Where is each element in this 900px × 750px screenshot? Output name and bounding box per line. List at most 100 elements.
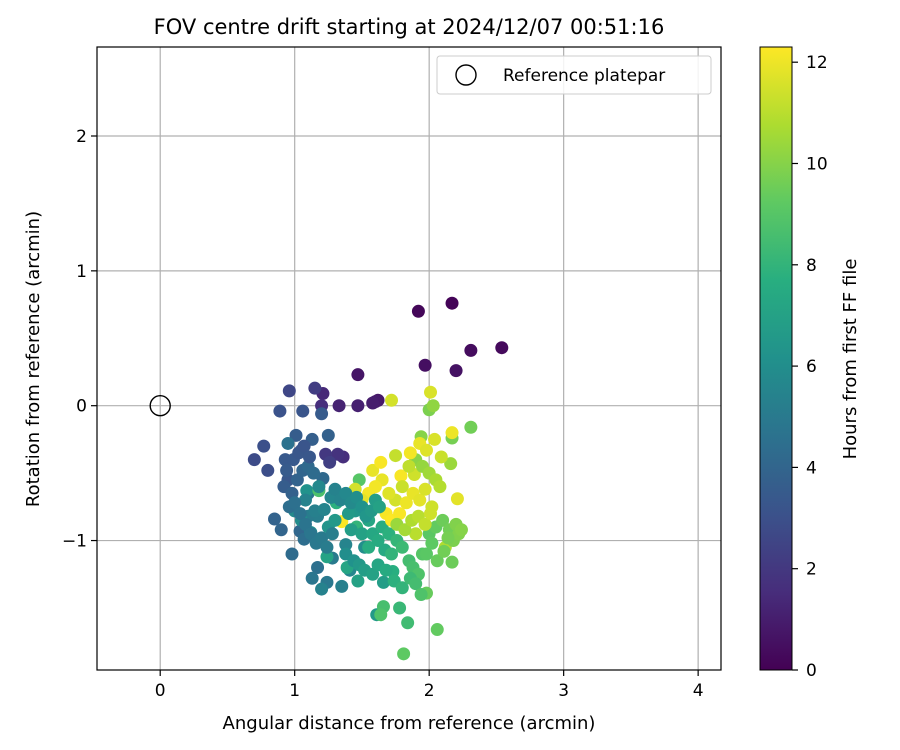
scatter-point <box>444 457 458 471</box>
scatter-point <box>382 486 396 500</box>
scatter-point <box>399 496 413 510</box>
scatter-point <box>320 540 334 554</box>
colorbar-tick-label: 12 <box>806 53 828 73</box>
scatter-point <box>335 579 349 593</box>
scatter-point <box>290 473 304 487</box>
scatter-point <box>296 404 310 418</box>
scatter-point <box>418 482 432 496</box>
scatter-point <box>379 563 393 577</box>
scatter-point <box>419 443 433 457</box>
scatter-point <box>395 540 409 554</box>
scatter-point <box>257 439 271 453</box>
chart-title: FOV centre drift starting at 2024/12/07 … <box>154 15 665 39</box>
grid <box>97 47 721 670</box>
scatter-point <box>389 449 403 463</box>
reference-platepar-marker <box>149 394 171 417</box>
scatter-point <box>425 536 439 550</box>
colorbar: 0 2 4 6 8 10 12 Hours from first FF file <box>759 46 861 681</box>
scatter-point <box>395 480 409 494</box>
scatter-point <box>426 399 440 413</box>
scatter-point <box>393 601 407 615</box>
scatter-point <box>344 523 358 537</box>
scatter-point <box>495 341 509 355</box>
scatter-point <box>374 455 388 469</box>
scatter-point <box>355 527 369 541</box>
scatter-point <box>323 455 337 469</box>
scatter-point <box>302 450 316 464</box>
legend-marker <box>455 64 477 86</box>
scatter-point <box>325 527 339 541</box>
scatter-point <box>307 466 321 480</box>
scatter-point <box>308 381 322 395</box>
scatter-point <box>366 567 380 581</box>
scatter-point <box>339 486 353 500</box>
scatter-point <box>261 463 275 477</box>
scatter-point <box>433 480 447 494</box>
x-tick-label: 3 <box>558 681 569 701</box>
scatter-point <box>371 534 385 548</box>
scatter-point <box>328 513 342 527</box>
scatter-point <box>409 577 423 591</box>
scatter-point <box>331 447 345 461</box>
scatter-point <box>247 453 261 467</box>
scatter-point <box>418 517 432 531</box>
data-points <box>247 296 509 661</box>
scatter-point <box>428 432 442 446</box>
scatter-point <box>397 647 411 661</box>
scatter-point <box>298 493 312 507</box>
y-tick-label: 1 <box>76 262 87 282</box>
scatter-point <box>332 399 346 413</box>
scatter-point <box>328 482 342 496</box>
colorbar-ticks: 0 2 4 6 8 10 12 <box>792 53 828 681</box>
scatter-point <box>454 523 468 537</box>
scatter-point <box>366 396 380 410</box>
scatter-point <box>449 364 463 378</box>
scatter-point <box>273 404 287 418</box>
scatter-point <box>268 512 282 526</box>
scatter-point <box>450 492 464 506</box>
scatter-point <box>317 503 331 517</box>
colorbar-tick-label: 6 <box>806 357 817 377</box>
scatter-point <box>280 463 294 477</box>
scatter-point <box>395 581 409 595</box>
scatter-point <box>366 463 380 477</box>
y-tick-label: −1 <box>62 532 87 552</box>
scatter-point <box>393 507 407 521</box>
scatter-point <box>350 490 364 504</box>
scatter-point <box>304 527 318 541</box>
scatter-point <box>298 517 312 531</box>
y-axis-label: Rotation from reference (arcmin) <box>23 211 44 507</box>
scatter-point <box>414 587 428 601</box>
scatter-point <box>297 439 311 453</box>
scatter-point <box>424 507 438 521</box>
scatter-point <box>445 426 459 440</box>
colorbar-tick-label: 0 <box>806 661 817 681</box>
x-tick-label: 0 <box>155 681 166 701</box>
axis-ticks: 0 1 2 3 4 −1 0 1 2 <box>62 127 704 701</box>
colorbar-gradient <box>759 46 793 671</box>
scatter-point <box>351 368 365 382</box>
colorbar-tick-label: 4 <box>806 458 817 478</box>
scatter-point <box>281 436 295 450</box>
scatter-point <box>339 538 353 552</box>
scatter-point <box>372 500 386 514</box>
scatter-point <box>274 523 288 537</box>
scatter-point <box>430 623 444 637</box>
scatter-point <box>320 550 334 564</box>
scatter-point <box>385 393 399 407</box>
scatter-point <box>419 547 433 561</box>
scatter-point <box>341 507 355 521</box>
scatter-point <box>403 446 417 460</box>
scatter-point <box>413 493 427 507</box>
scatter-point <box>401 616 415 630</box>
scatter-point <box>411 304 425 318</box>
scatter-point <box>315 407 329 421</box>
scatter-point <box>418 358 432 372</box>
scatter-point <box>315 582 329 596</box>
scatter-point <box>288 496 302 510</box>
scatter-point <box>321 428 335 442</box>
scatter-point <box>436 513 450 527</box>
colorbar-label: Hours from first FF file <box>840 259 861 460</box>
scatter-point <box>282 384 296 398</box>
scatter-point <box>351 399 365 413</box>
